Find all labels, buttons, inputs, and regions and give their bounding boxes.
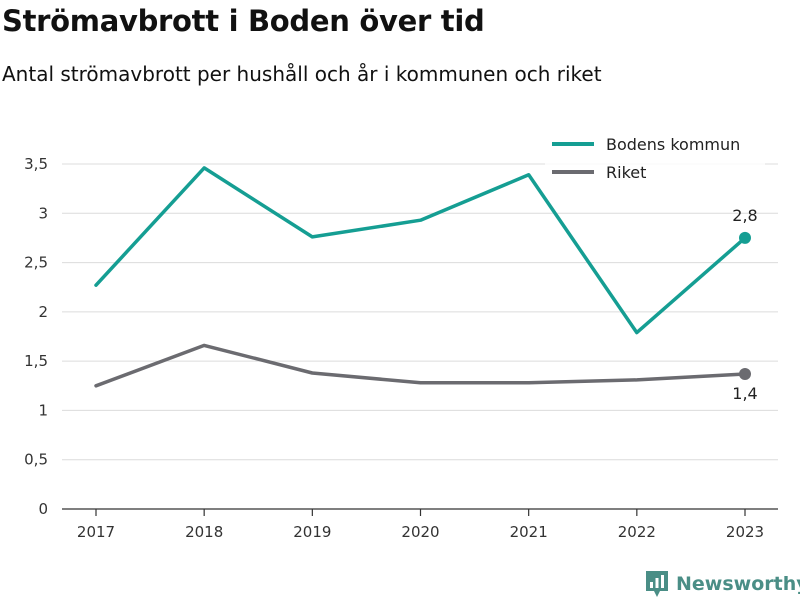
x-tick-label: 2017: [77, 523, 115, 541]
y-tick-label: 2,5: [24, 254, 48, 272]
legend-label-1: Riket: [606, 163, 646, 182]
legend: Bodens kommun Riket: [545, 132, 765, 184]
y-tick-label: 3: [38, 204, 48, 222]
brand-logo: Newsworthy: [644, 568, 800, 600]
y-axis: 0 0,5 1 1,5 2 2,5 3 3,5: [24, 155, 48, 518]
legend-label-0: Bodens kommun: [606, 135, 740, 154]
series-end-label-0: 2,8: [732, 206, 757, 225]
series-end-point-0: [739, 231, 751, 244]
newsworthy-logo-icon: [646, 571, 668, 597]
x-tick-label: 2018: [185, 523, 223, 541]
x-tick-label: 2019: [293, 523, 331, 541]
series-group: 2,8 1,4: [94, 166, 758, 403]
series-line-1: [94, 343, 747, 388]
y-tick-label: 3,5: [24, 155, 48, 173]
x-tick-label: 2022: [618, 523, 656, 541]
chart-subtitle: Antal strömavbrott per hushåll och år i …: [2, 62, 602, 86]
series-end-point-1: [739, 367, 751, 380]
grid-lines: [62, 163, 778, 461]
x-axis: 2017 2018 2019 2020 2021 2022 2023: [62, 508, 778, 541]
series-line-0: [94, 166, 747, 335]
brand-name: Newsworthy: [676, 573, 800, 595]
y-tick-label: 2: [38, 303, 48, 321]
series-end-label-1: 1,4: [732, 384, 757, 403]
x-tick-label: 2020: [401, 523, 439, 541]
y-tick-label: 1: [38, 401, 48, 419]
y-tick-label: 0,5: [24, 451, 48, 469]
x-tick-label: 2023: [726, 523, 764, 541]
y-tick-label: 1,5: [24, 352, 48, 370]
x-tick-label: 2021: [510, 523, 548, 541]
chart-title: Strömavbrott i Boden över tid: [2, 4, 485, 38]
y-tick-label: 0: [38, 500, 48, 518]
